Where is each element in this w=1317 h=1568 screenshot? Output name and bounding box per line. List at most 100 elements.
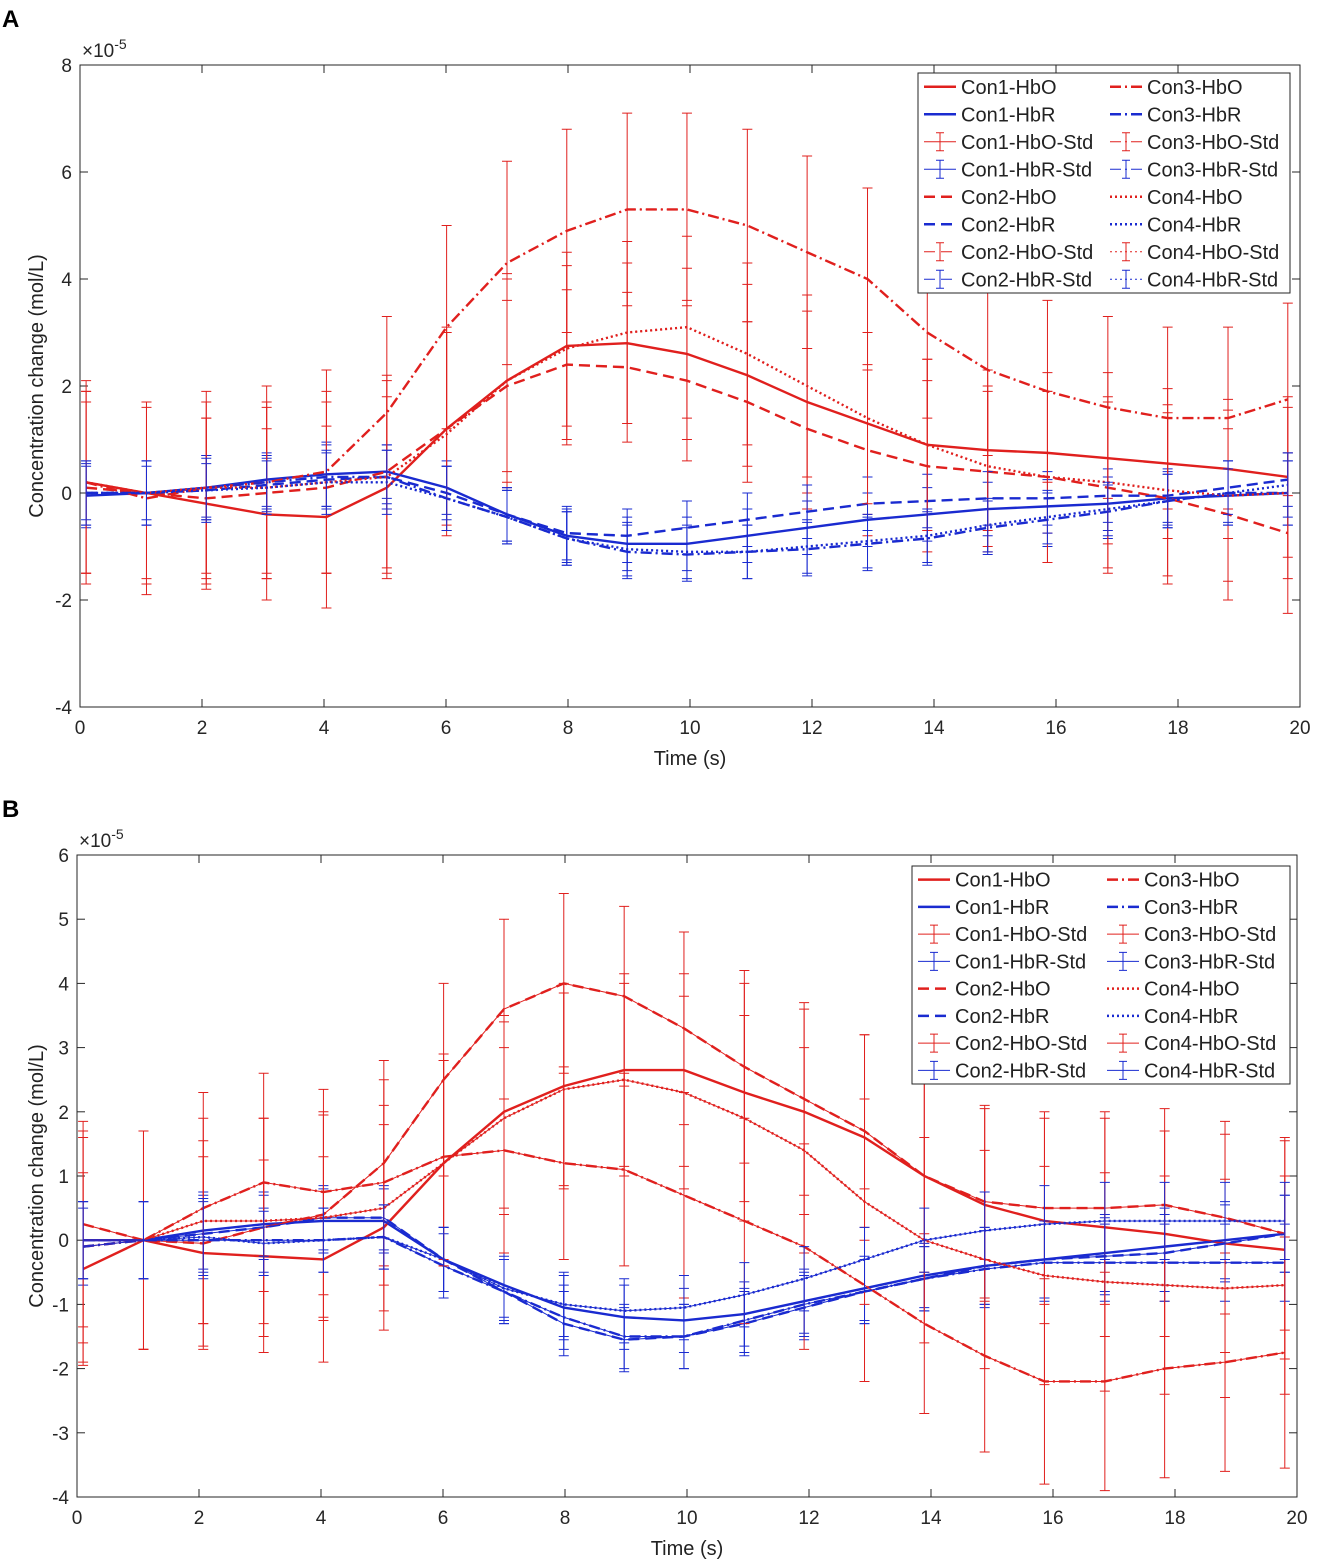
y-tick-label: 1	[58, 1167, 69, 1188]
y-tick-label: 8	[61, 56, 72, 77]
legend-label: Con4-HbR-Std	[1147, 269, 1278, 291]
legend-error-swatch	[936, 132, 944, 152]
legend-label: Con1-HbR	[961, 104, 1055, 126]
x-tick-label: 20	[1289, 718, 1310, 739]
legend-error-swatch	[930, 924, 938, 944]
y-tick-label: 2	[61, 377, 72, 398]
y-tick-label: 2	[58, 1103, 69, 1124]
error-bar	[1102, 481, 1113, 537]
y-tick-label: 5	[58, 910, 69, 931]
legend-label: Con1-HbR-Std	[955, 951, 1086, 973]
legend-label: Con3-HbO	[1144, 870, 1240, 892]
x-tick-label: 4	[319, 718, 330, 739]
y-multiplier-exponent: -5	[114, 36, 127, 52]
y-axis-label: Concentration change (mol/L)	[26, 254, 48, 517]
x-tick-label: 8	[560, 1508, 571, 1529]
y-tick-label: -1	[52, 1295, 69, 1316]
error-bar	[561, 511, 572, 566]
y-tick-label: -4	[52, 1488, 69, 1509]
x-tick-label: 2	[197, 718, 208, 739]
legend-label: Con4-HbR	[1144, 1006, 1238, 1028]
y-tick-label: 6	[61, 163, 72, 184]
legend-label: Con3-HbR	[1144, 897, 1238, 919]
y-axis-label: Concentration change (mol/L)	[26, 1044, 48, 1307]
legend-label: Con1-HbO-Std	[961, 132, 1093, 154]
legend-label: Con2-HbR-Std	[955, 1060, 1086, 1082]
legend-label: Con2-HbR	[955, 1006, 1049, 1028]
x-tick-label: 14	[920, 1508, 942, 1529]
std-line	[85, 208, 1288, 499]
error-bar	[862, 332, 873, 505]
x-tick-label: 18	[1164, 1508, 1185, 1529]
y-tick-label: 0	[58, 1231, 69, 1252]
legend-label: Con1-HbO	[955, 870, 1051, 892]
legend-label: Con3-HbO-Std	[1144, 924, 1276, 946]
legend-label: Con1-HbR	[955, 897, 1049, 919]
x-tick-label: 10	[676, 1508, 697, 1529]
y-tick-label: 4	[61, 270, 72, 291]
std-line	[86, 481, 1288, 553]
panel-label: A	[2, 6, 19, 33]
legend-label: Con2-HbR	[961, 214, 1055, 236]
y-multiplier-base: ×10	[82, 41, 114, 62]
x-tick-label: 6	[438, 1508, 449, 1529]
x-axis-label: Time (s)	[651, 1538, 724, 1560]
error-bar	[441, 465, 452, 531]
std-line	[83, 1079, 1285, 1289]
x-tick-label: 4	[316, 1508, 327, 1529]
legend-label: Con3-HbO-Std	[1147, 132, 1279, 154]
legend-label: Con3-HbO	[1147, 77, 1243, 99]
x-tick-label: 20	[1286, 1508, 1307, 1529]
y-multiplier: ×10-5	[82, 36, 127, 62]
legend-label: Con3-HbR-Std	[1147, 159, 1278, 181]
y-tick-label: -3	[52, 1424, 69, 1445]
legend-error-swatch	[1119, 1060, 1127, 1080]
series-layer	[78, 893, 1290, 1492]
legend-box	[911, 865, 1291, 1085]
std-line	[86, 476, 1288, 537]
legend-error-swatch	[1119, 1033, 1127, 1053]
legend-error-swatch	[1122, 159, 1130, 179]
y-tick-label: 4	[58, 974, 69, 995]
x-tick-label: 12	[801, 718, 822, 739]
legend-error-swatch	[1119, 951, 1127, 971]
y-tick-label: -2	[52, 1360, 69, 1381]
x-tick-label: 6	[441, 718, 452, 739]
legend-label: Con2-HbO-Std	[955, 1033, 1087, 1055]
legend-label: Con2-HbO-Std	[961, 242, 1093, 264]
legend-label: Con4-HbR	[1147, 214, 1241, 236]
error-bar	[982, 497, 993, 553]
y-tick-label: 6	[58, 846, 69, 867]
legend-box	[917, 72, 1291, 294]
legend-error-swatch	[936, 159, 944, 179]
legend-label: Con2-HbR-Std	[961, 269, 1092, 291]
std-line	[83, 1220, 1285, 1312]
legend-error-swatch	[1122, 269, 1130, 289]
x-tick-label: 8	[563, 718, 574, 739]
std-line	[83, 1149, 1285, 1382]
x-axis-label: Time (s)	[654, 748, 727, 770]
legend-error-swatch	[1122, 242, 1130, 262]
error-bar	[1042, 489, 1053, 545]
x-tick-label: 2	[194, 1508, 205, 1529]
y-multiplier: ×10-5	[79, 826, 124, 852]
series-layer	[81, 112, 1293, 614]
x-tick-label: 18	[1167, 718, 1188, 739]
x-tick-label: 12	[798, 1508, 819, 1529]
legend-label: Con3-HbR-Std	[1144, 951, 1275, 973]
x-tick-label: 10	[679, 718, 700, 739]
x-tick-label: 16	[1045, 718, 1066, 739]
panel-label: B	[2, 796, 19, 823]
legend-label: Con1-HbR-Std	[961, 159, 1092, 181]
legend-label: Con1-HbO	[961, 77, 1057, 99]
error-bar	[561, 251, 572, 446]
legend-error-swatch	[936, 269, 944, 289]
legend-label: Con4-HbR-Std	[1144, 1060, 1275, 1082]
legend-label: Con1-HbO-Std	[955, 924, 1087, 946]
y-multiplier-base: ×10	[79, 831, 111, 852]
legend-label: Con4-HbO	[1144, 979, 1240, 1001]
legend-label: Con4-HbO	[1147, 187, 1243, 209]
x-tick-label: 16	[1042, 1508, 1063, 1529]
legend-label: Con3-HbR	[1147, 104, 1241, 126]
